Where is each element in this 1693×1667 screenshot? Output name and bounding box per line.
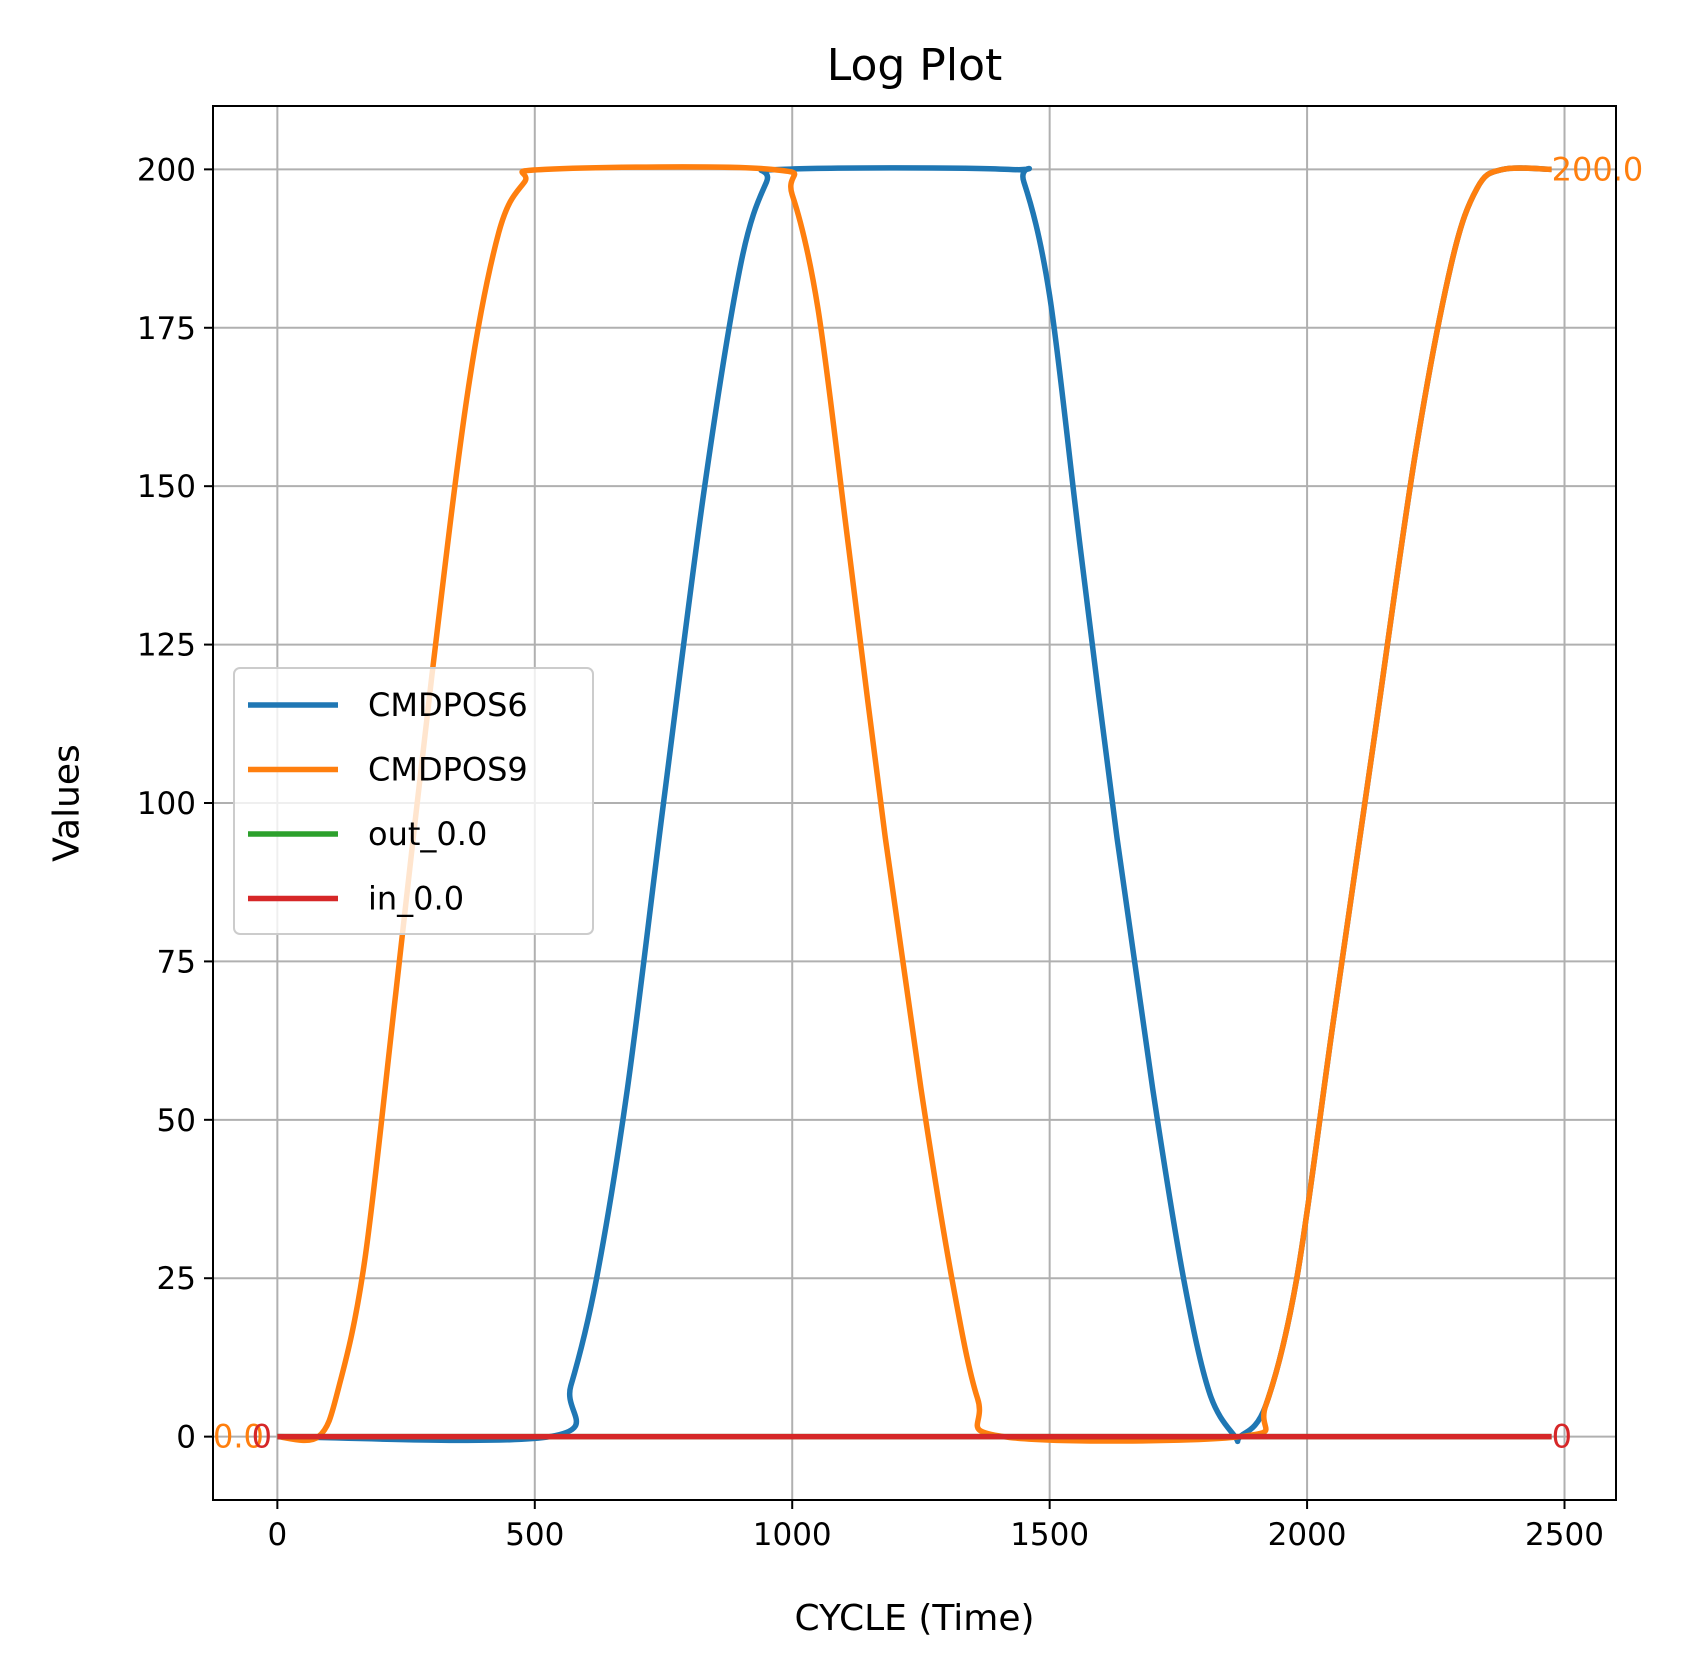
x-tick-label: 2500 <box>1525 1517 1604 1553</box>
legend-label: CMDPOS6 <box>368 686 528 724</box>
chart-title: Log Plot <box>827 40 1003 91</box>
legend-label: CMDPOS9 <box>368 751 528 789</box>
y-tick-label: 125 <box>137 628 196 664</box>
annotation-label: 0 <box>1552 1418 1572 1456</box>
legend-box <box>233 667 594 935</box>
series-layer <box>277 164 1552 1445</box>
y-tick-label: 175 <box>137 311 196 347</box>
y-tick-label: 50 <box>157 1103 196 1139</box>
y-axis-label: Values <box>47 744 88 862</box>
y-tick-label: 150 <box>137 469 196 505</box>
legend-label: out_0.0 <box>368 815 487 853</box>
axis-ticks: 0 500 1000 1500 2000 250002550751001251501752… <box>137 152 1604 1553</box>
y-tick-label: 25 <box>157 1261 196 1297</box>
y-tick-label: 0 <box>176 1420 196 1456</box>
y-tick-label: 100 <box>137 786 196 822</box>
y-tick-label: 200 <box>137 152 196 188</box>
annotation-label: 200.0 <box>1552 150 1644 188</box>
x-tick-label: 500 <box>505 1517 564 1553</box>
y-tick-label: 75 <box>157 944 196 980</box>
x-tick-label: 2000 <box>1268 1517 1347 1553</box>
annotation-label: 0 <box>252 1418 272 1456</box>
legend: CMDPOS6 CMDPOS9 out_0.0 in_0.0 <box>233 667 594 935</box>
annotation-label: 0.0 <box>213 1418 264 1456</box>
x-axis-label: CYCLE (Time) <box>794 1598 1034 1639</box>
x-tick-label: 1500 <box>1010 1517 1089 1553</box>
x-tick-label: 0 <box>267 1517 287 1553</box>
x-tick-label: 1000 <box>753 1517 832 1553</box>
legend-label: in_0.0 <box>368 880 464 918</box>
